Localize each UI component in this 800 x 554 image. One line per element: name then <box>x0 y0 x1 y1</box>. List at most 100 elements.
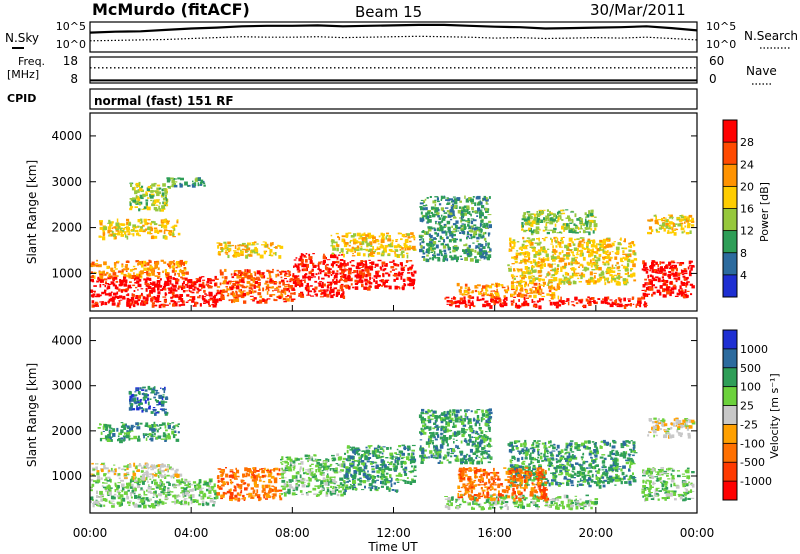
scatter-cell <box>142 224 145 227</box>
scatter-cell <box>251 479 256 482</box>
scatter-cell <box>535 252 538 255</box>
scatter-cell <box>404 248 407 251</box>
scatter-cell <box>306 267 308 272</box>
scatter-cell <box>567 272 570 276</box>
scatter-cell <box>278 245 281 248</box>
scatter-cell <box>288 479 292 483</box>
scatter-cell <box>442 245 447 249</box>
scatter-cell <box>263 467 266 471</box>
scatter-cell <box>277 244 280 247</box>
scatter-cell <box>480 235 484 239</box>
scatter-cell <box>477 209 482 212</box>
scatter-cell <box>340 486 343 488</box>
scatter-cell <box>96 265 99 268</box>
scatter-cell <box>359 234 363 237</box>
scatter-cell <box>659 272 662 274</box>
scatter-cell <box>275 477 278 480</box>
scatter-cell <box>542 209 546 211</box>
scatter-cell <box>604 256 608 259</box>
scatter-cell <box>420 235 423 239</box>
scatter-cell <box>341 238 345 243</box>
scatter-cell <box>130 183 133 187</box>
scatter-cell <box>167 464 170 468</box>
scatter-cell <box>177 232 181 236</box>
scatter-cell <box>180 270 184 273</box>
scatter-cell <box>524 288 527 291</box>
scatter-cell <box>172 277 175 280</box>
scatter-cell <box>360 275 365 279</box>
scatter-cell <box>491 298 495 301</box>
scatter-cell <box>136 200 140 204</box>
scatter-cell <box>287 488 291 493</box>
scatter-cell <box>256 489 259 494</box>
scatter-cell <box>221 276 224 279</box>
scatter-cell <box>539 213 542 216</box>
scatter-cell <box>360 266 364 268</box>
scatter-cell <box>606 253 610 256</box>
scatter-cell <box>95 264 99 266</box>
scatter-cell <box>254 278 258 281</box>
scatter-cell <box>326 289 329 292</box>
scatter-cell <box>159 464 164 468</box>
scatter-cell <box>356 232 361 237</box>
scatter-cell <box>223 241 227 244</box>
scatter-cell <box>440 199 443 201</box>
scatter-cell <box>316 485 319 487</box>
scatter-cell <box>233 489 237 492</box>
scatter-cell <box>134 274 139 278</box>
scatter-cell <box>173 270 177 273</box>
scatter-cell <box>365 283 368 286</box>
scatter-cell <box>623 281 627 284</box>
scatter-cell <box>402 266 406 269</box>
scatter-cell <box>639 303 642 308</box>
scatter-cell <box>330 468 334 470</box>
scatter-cell <box>141 292 143 296</box>
scatter-cell <box>449 303 452 306</box>
scatter-cell <box>453 258 456 260</box>
scatter-cell <box>446 303 449 305</box>
scatter-cell <box>576 252 579 254</box>
scatter-cell <box>256 494 261 499</box>
scatter-cell <box>340 493 344 497</box>
scatter-cell <box>677 273 681 276</box>
scatter-cell <box>508 249 511 252</box>
scatter-cell <box>443 239 445 243</box>
scatter-cell <box>482 252 485 256</box>
scatter-cell <box>306 282 309 287</box>
scatter-cell <box>568 229 573 233</box>
scatter-cell <box>468 211 471 215</box>
scatter-cell <box>521 248 523 251</box>
scatter-cell <box>300 253 303 257</box>
scatter-cell <box>444 243 448 246</box>
scatter-cell <box>91 261 95 265</box>
scatter-cell <box>474 256 477 259</box>
scatter-cell <box>99 490 103 495</box>
scatter-cell <box>440 253 443 256</box>
scatter-cell <box>482 234 485 237</box>
scatter-cell <box>171 291 175 296</box>
scatter-cell <box>105 477 108 480</box>
scatter-cell <box>460 229 465 231</box>
scatter-cell <box>518 284 522 287</box>
scatter-cell <box>625 253 629 256</box>
scatter-cell <box>167 277 170 281</box>
scatter-cell <box>200 179 204 184</box>
scatter-cell <box>526 222 529 224</box>
scatter-cell <box>459 255 462 258</box>
scatter-cell <box>493 290 496 292</box>
scatter-cell <box>657 290 660 293</box>
scatter-cell <box>589 297 592 300</box>
scatter-cell <box>472 219 477 222</box>
scatter-cell <box>116 218 119 223</box>
scatter-cell <box>155 204 159 206</box>
scatter-cell <box>680 262 685 265</box>
scatter-cell <box>223 492 227 494</box>
scatter-cell <box>413 270 417 274</box>
scatter-cell <box>192 305 197 307</box>
scatter-cell <box>157 470 162 474</box>
scatter-cell <box>568 227 573 230</box>
scatter-cell <box>644 304 648 306</box>
scatter-cell <box>262 298 265 302</box>
scatter-cell <box>483 222 486 227</box>
scatter-cell <box>183 263 185 266</box>
